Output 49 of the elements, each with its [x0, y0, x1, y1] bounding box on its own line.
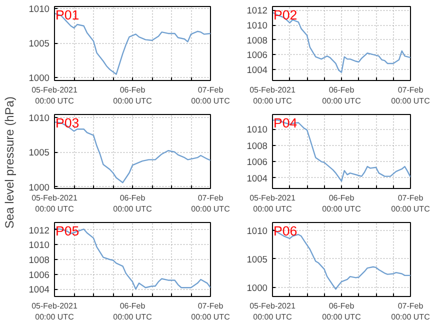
x-tick-label: 05-Feb-2021 00:00 UTC: [250, 302, 296, 322]
y-tick-label: 1008: [28, 255, 50, 265]
y-tick-label: 1004: [28, 284, 50, 295]
y-tick-label: 1010: [28, 240, 50, 250]
y-tick-label: 1006: [246, 157, 268, 168]
x-tick-label: 05-Feb-2021 00:00 UTC: [32, 86, 78, 106]
y-tick-label: 1010: [246, 124, 268, 135]
x-tick-label: 06-Feb 00:00 UTC: [113, 302, 152, 322]
y-tick-label: 1010: [246, 226, 268, 236]
x-tick-label: 05-Feb-2021 00:00 UTC: [250, 86, 296, 106]
x-tick-label: 06-Feb 00:00 UTC: [322, 194, 362, 214]
x-tick-label: 07-Feb 00:00 UTC: [391, 86, 430, 106]
y-tick-label: 1005: [28, 148, 50, 158]
x-tick-label: 07-Feb 00:00 UTC: [191, 86, 230, 106]
y-tick-label: 1005: [246, 254, 268, 264]
x-tick-label: 07-Feb 00:00 UTC: [391, 302, 430, 322]
y-tick-label: 1000: [28, 73, 50, 84]
y-tick-label: 1010: [28, 112, 50, 123]
chart-title: P03: [56, 116, 80, 130]
y-tick-label: 1008: [246, 140, 268, 151]
y-tick-label: 1000: [28, 182, 50, 192]
chart-title: P06: [274, 224, 298, 238]
y-tick-label: 1000: [246, 282, 268, 293]
y-tick-label: 1006: [246, 50, 268, 60]
y-tick-label: 1010: [28, 4, 50, 14]
line-series: [272, 12, 410, 73]
x-tick-label: 06-Feb 00:00 UTC: [113, 194, 152, 214]
y-tick-label: 1012: [246, 6, 268, 16]
y-tick-label: 1008: [246, 35, 268, 46]
chart-title: P02: [274, 8, 298, 22]
x-tick-label: 07-Feb 00:00 UTC: [191, 194, 230, 214]
x-tick-label: 06-Feb 00:00 UTC: [113, 86, 152, 106]
line-series: [272, 120, 410, 182]
chart-title: P01: [56, 8, 80, 22]
y-tick-label: 1010: [246, 20, 268, 30]
y-tick-label: 1004: [246, 173, 268, 184]
y-axis-title: Sea level pressure (hPa): [2, 96, 16, 229]
x-tick-label: 05-Feb-2021 00:00 UTC: [250, 194, 296, 214]
x-tick-label: 05-Feb-2021 00:00 UTC: [32, 194, 78, 214]
x-tick-label: 07-Feb 00:00 UTC: [391, 194, 430, 214]
x-tick-label: 05-Feb-2021 00:00 UTC: [32, 302, 78, 322]
y-tick-label: 1005: [28, 38, 50, 49]
x-tick-label: 07-Feb 00:00 UTC: [191, 302, 230, 322]
line-series: [54, 228, 210, 290]
x-tick-label: 06-Feb 00:00 UTC: [322, 86, 362, 106]
y-tick-label: 1012: [28, 225, 50, 236]
y-tick-label: 1004: [246, 64, 268, 75]
x-tick-label: 06-Feb 00:00 UTC: [322, 302, 362, 322]
y-tick-label: 1006: [28, 270, 50, 280]
